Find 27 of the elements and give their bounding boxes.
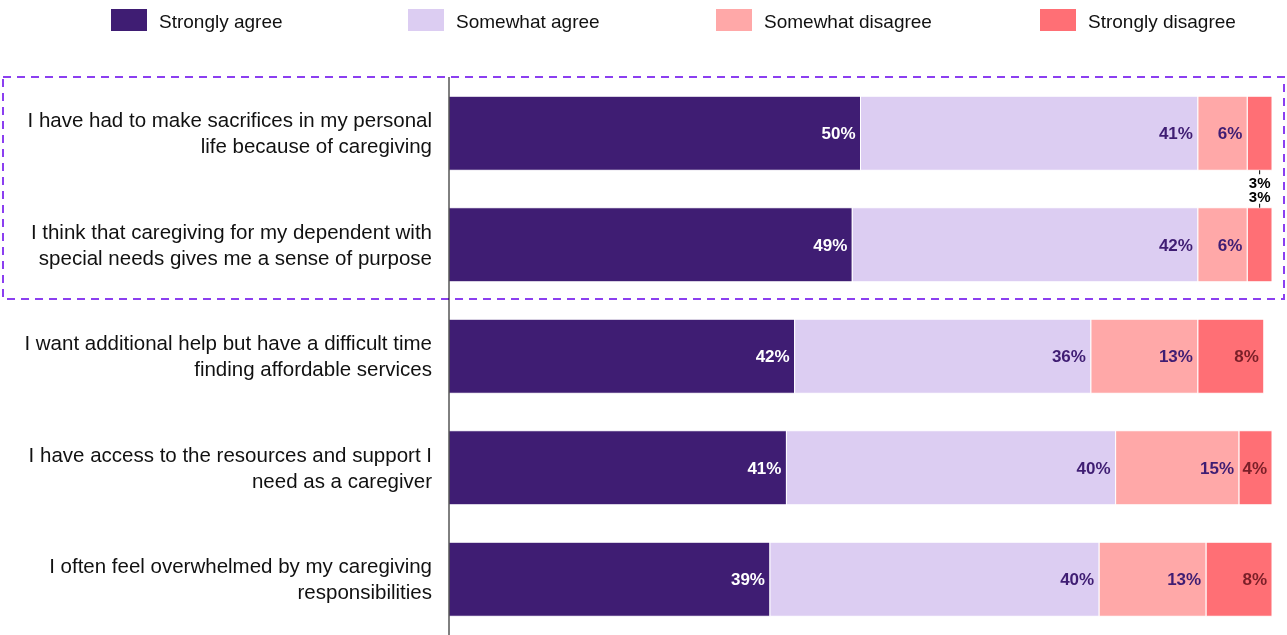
y-tick-label: I want additional help but have a difficult time finding affordable services [24, 331, 432, 381]
y-tick-label: I often feel overwhelmed by my caregiving responsibilities [49, 554, 432, 604]
data-label: 13% [1167, 570, 1202, 590]
data-label: 40% [1076, 458, 1111, 478]
data-label: 41% [1158, 124, 1193, 144]
data-label: 4% [1242, 458, 1267, 478]
data-label: 6% [1217, 235, 1243, 255]
y-tick-label: I have access to the resources and support I need as a caregiver [28, 442, 433, 492]
data-label: 42% [1158, 235, 1193, 255]
data-label: 8% [1242, 570, 1267, 590]
data-label: 13% [1158, 347, 1193, 367]
y-tick-label: I have had to make sacrifices in my personal life because of caregiving [27, 108, 432, 158]
legend-label: Somewhat disagree [764, 11, 932, 32]
data-label: 8% [1234, 347, 1259, 367]
data-label: 6% [1217, 124, 1243, 144]
data-label: 42% [755, 347, 790, 367]
data-label: 36% [1051, 347, 1086, 367]
data-label: 49% [813, 235, 848, 255]
legend-label: Strongly disagree [1088, 11, 1236, 32]
data-label: 15% [1200, 458, 1235, 478]
data-label: 40% [1060, 570, 1095, 590]
data-label: 50% [821, 124, 856, 144]
data-label: 39% [730, 570, 765, 590]
legend-label: Strongly agree [159, 11, 283, 32]
data-label: 41% [747, 458, 782, 478]
y-tick-label: I think that caregiving for my dependent with special needs gives me a sense of purpose [30, 219, 432, 269]
legend-label: Somewhat agree [456, 11, 600, 32]
